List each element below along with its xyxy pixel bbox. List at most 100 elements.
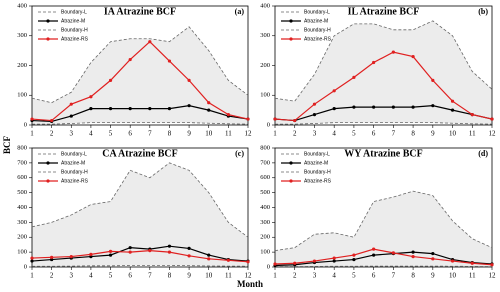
- series-line: [31, 245, 249, 262]
- x-tick-label: 2: [293, 272, 297, 280]
- y-tick-label: 400: [17, 2, 27, 9]
- x-tick-label: 10: [205, 130, 213, 138]
- x-tick-label: 6: [128, 272, 132, 280]
- legend-label: Boundary-H: [304, 169, 331, 175]
- x-tick-label: 7: [148, 130, 152, 138]
- y-tick-label: 200: [260, 234, 270, 241]
- series-line: [31, 162, 249, 238]
- point: [108, 107, 113, 111]
- legend-label: Atrazine-RS: [304, 36, 332, 42]
- y-axis-label: BCF: [2, 135, 12, 154]
- point: [207, 257, 211, 261]
- legend-label: Atrazine-M: [304, 18, 328, 24]
- series-line: [32, 265, 249, 267]
- point: [431, 78, 435, 82]
- point: [431, 252, 435, 256]
- band-fill: [32, 26, 248, 125]
- legend-marker: [46, 161, 50, 165]
- y-tick-label: 300: [260, 32, 270, 39]
- point: [352, 75, 356, 79]
- series-line: [274, 248, 493, 266]
- x-tick-label: 1: [273, 130, 277, 138]
- point: [372, 247, 376, 251]
- series-line: [31, 40, 249, 122]
- point: [391, 251, 395, 255]
- point: [470, 261, 474, 265]
- y-tick-label: 400: [260, 204, 270, 211]
- series-line: [275, 122, 493, 125]
- y-tick-label: 700: [17, 159, 27, 166]
- x-tick-label: 7: [392, 130, 396, 138]
- y-tick-label: 0: [24, 121, 27, 128]
- point: [167, 59, 172, 63]
- chart-title: IL Atrazine BCF: [348, 6, 420, 17]
- y-tick-label: 400: [260, 2, 270, 9]
- legend-label: Atrazine-M: [61, 160, 85, 166]
- point: [332, 259, 336, 263]
- x-tick-label: 2: [50, 272, 54, 280]
- point: [89, 254, 93, 259]
- band-fill: [275, 20, 492, 125]
- point: [30, 117, 34, 121]
- point: [69, 102, 73, 106]
- x-tick-label: 10: [449, 130, 457, 138]
- y-tick-label: 500: [17, 189, 27, 196]
- chart-title: WY Atrazine BCF: [344, 148, 423, 159]
- point: [128, 57, 132, 62]
- point: [312, 102, 317, 106]
- point: [450, 99, 455, 103]
- legend-marker: [289, 179, 293, 183]
- point: [207, 101, 211, 105]
- legend-label: Boundary-H: [61, 27, 88, 33]
- x-tick-label: 1: [273, 272, 277, 280]
- point: [187, 104, 191, 108]
- y-tick-label: 600: [17, 174, 27, 181]
- point: [391, 50, 395, 54]
- series-line: [32, 122, 249, 125]
- point: [148, 40, 152, 44]
- y-tick-label: 800: [260, 144, 270, 151]
- x-tick-label: 2: [293, 130, 297, 138]
- point: [50, 257, 54, 262]
- x-tick-label: 12: [245, 272, 253, 280]
- y-tick-label: 200: [17, 234, 27, 241]
- x-tick-label: 12: [245, 130, 253, 138]
- point: [128, 246, 132, 250]
- x-tick-label: 5: [352, 272, 356, 280]
- y-tick-label: 800: [17, 144, 27, 151]
- y-tick-label: 300: [17, 32, 27, 39]
- point: [167, 244, 172, 248]
- point: [372, 60, 376, 65]
- legend-label: Boundary-H: [304, 27, 331, 33]
- x-tick-label: 9: [431, 130, 435, 138]
- y-tick-label: 400: [17, 204, 27, 211]
- x-tick-label: 3: [313, 272, 317, 280]
- point: [167, 250, 172, 254]
- y-tick-label: 100: [17, 249, 27, 256]
- x-tick-label: 8: [168, 272, 172, 280]
- point: [273, 117, 277, 121]
- x-tick-label: 11: [225, 272, 232, 280]
- y-tick-label: 200: [260, 62, 270, 69]
- point: [30, 256, 34, 260]
- point: [69, 114, 73, 118]
- point: [89, 107, 93, 111]
- y-tick-label: 200: [17, 62, 27, 69]
- chart-title: IA Atrazine BCF: [104, 6, 176, 17]
- legend-marker: [46, 19, 50, 23]
- x-tick-label: 4: [89, 130, 93, 138]
- point: [372, 253, 376, 257]
- point: [246, 117, 250, 121]
- point: [431, 257, 435, 261]
- x-tick-label: 2: [50, 130, 54, 138]
- y-tick-label: 0: [24, 263, 27, 270]
- point: [187, 246, 191, 251]
- point: [187, 254, 191, 258]
- series-line: [274, 20, 493, 102]
- point: [293, 261, 297, 265]
- legend-marker: [289, 37, 293, 41]
- y-tick-label: 0: [267, 263, 270, 270]
- y-tick-label: 600: [260, 174, 270, 181]
- point: [411, 105, 415, 109]
- point: [128, 107, 132, 111]
